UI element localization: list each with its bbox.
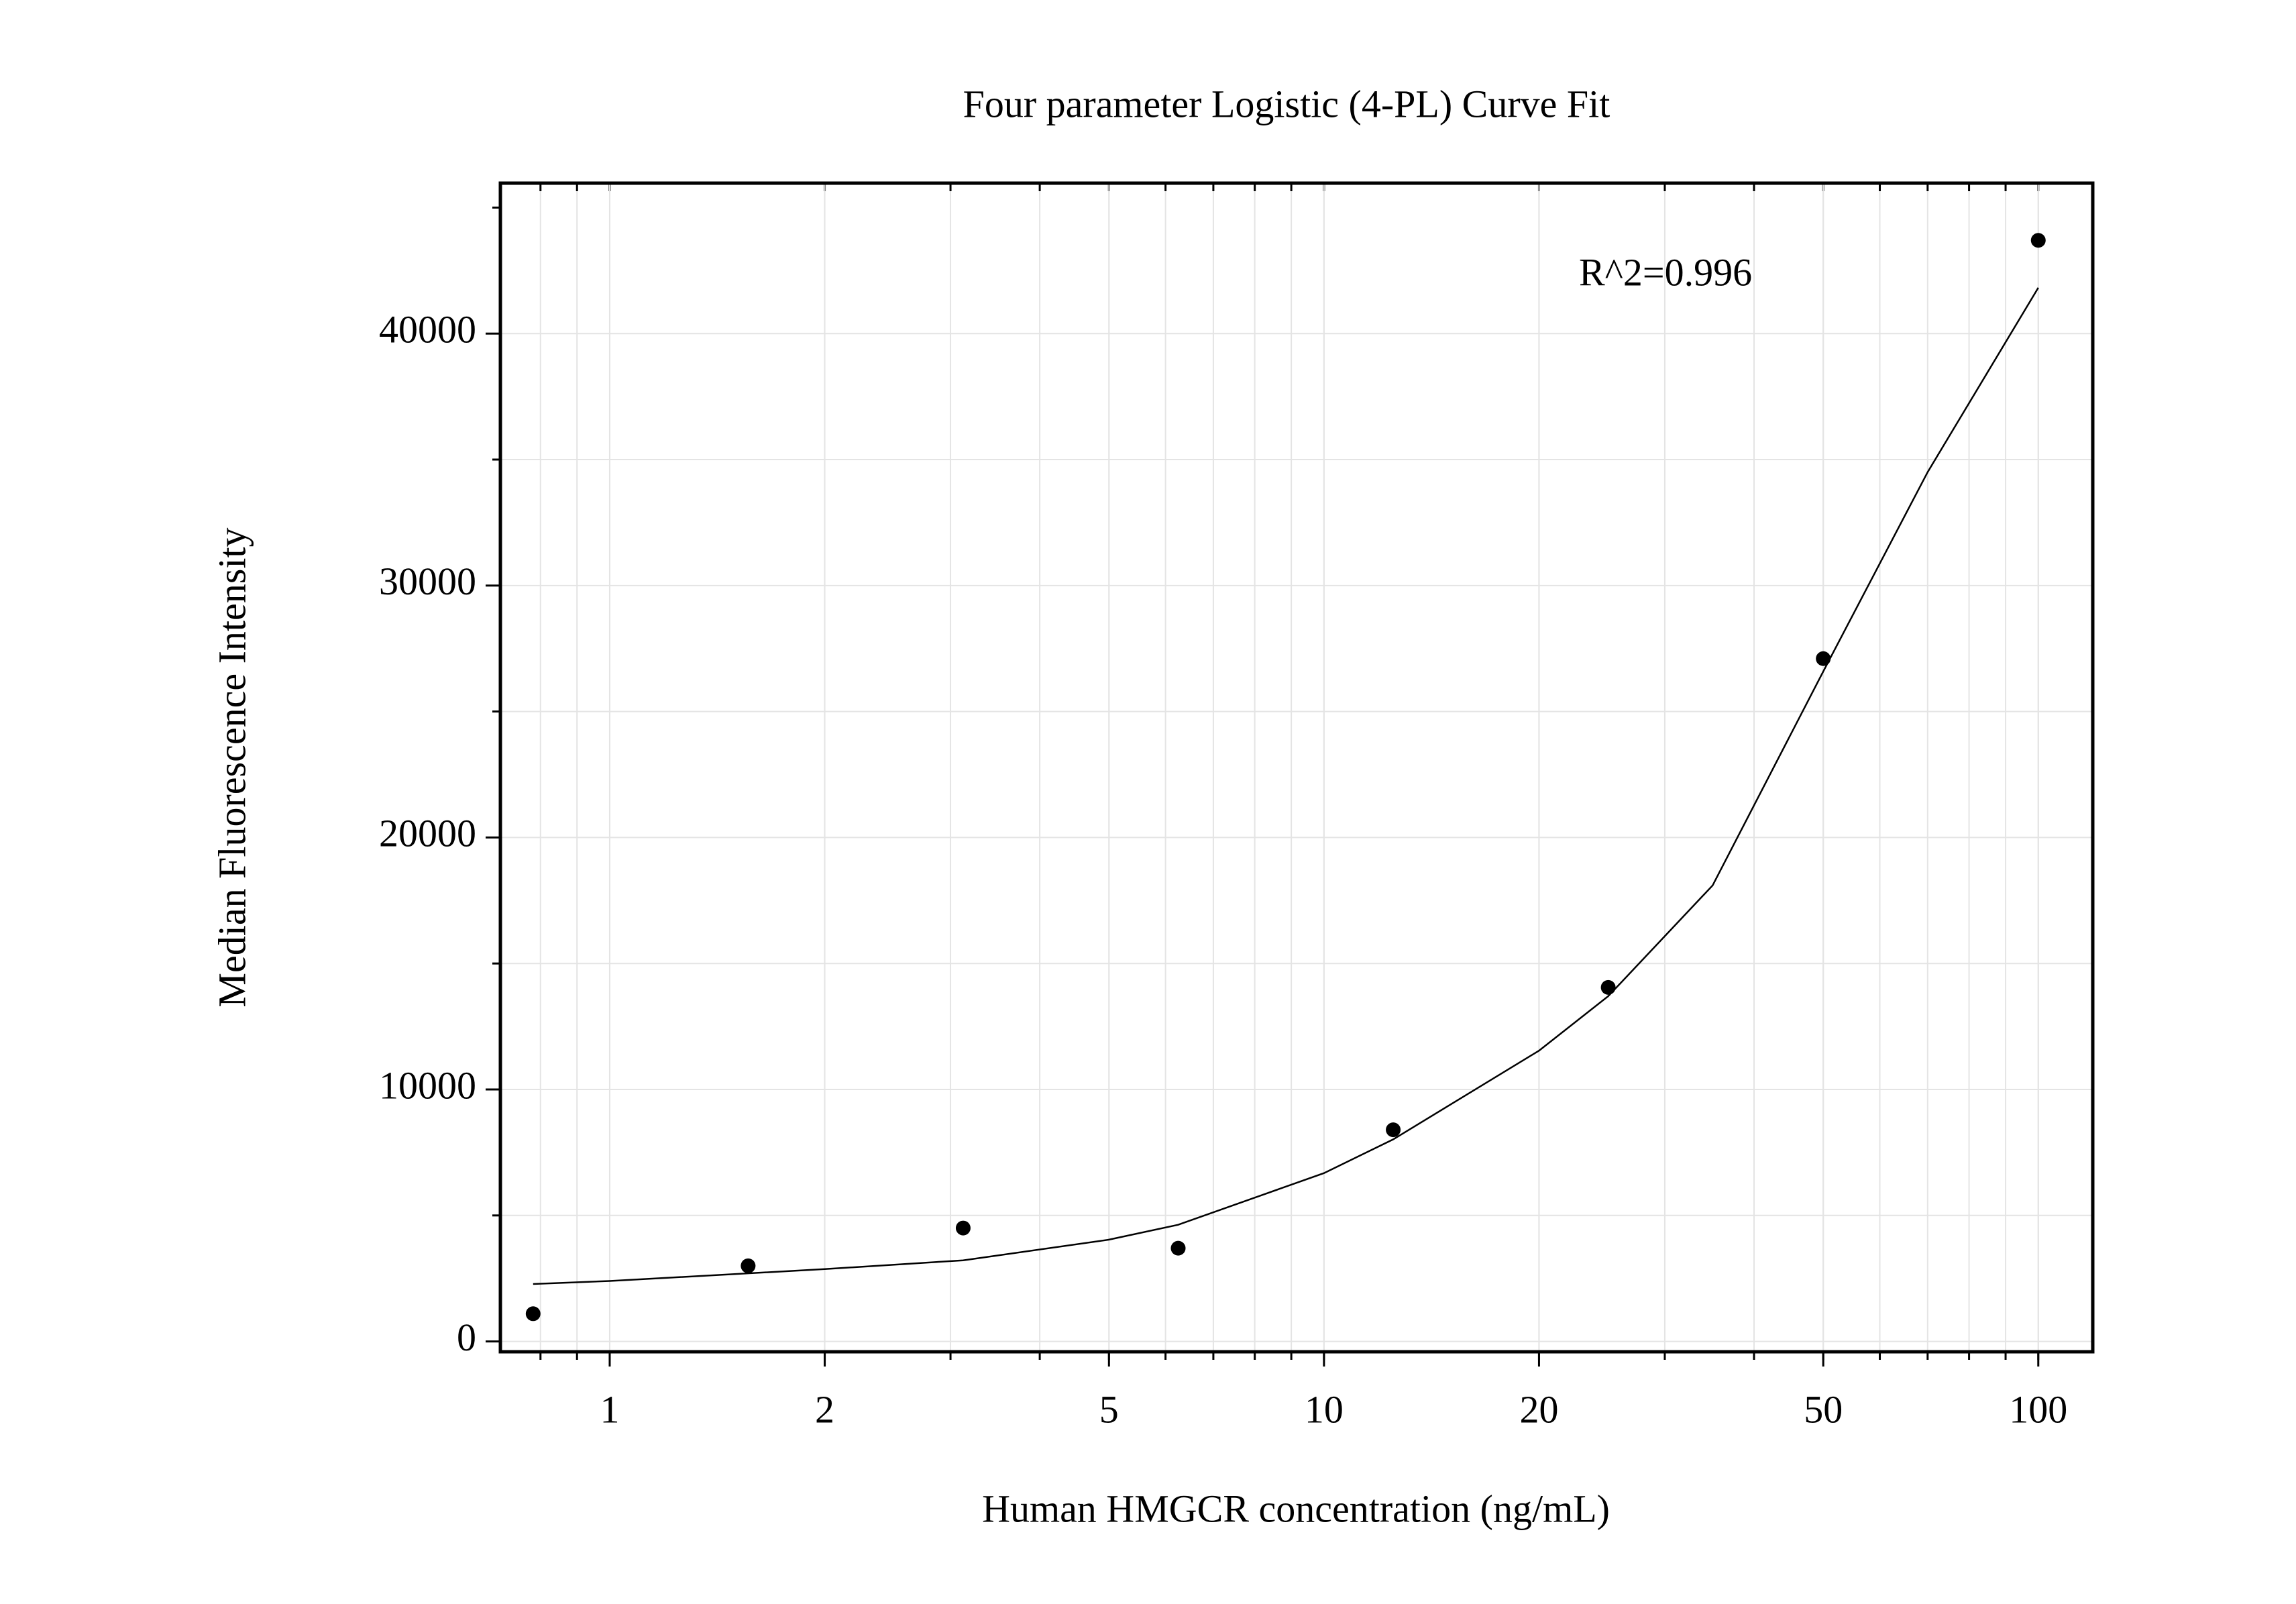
y-tick-label: 20000: [379, 812, 476, 855]
y-tick-label: 10000: [379, 1063, 476, 1107]
data-point: [1816, 651, 1831, 666]
x-tick-label: 50: [1804, 1387, 1843, 1431]
chart-title: Four parameter Logistic (4-PL) Curve Fit: [963, 82, 1610, 125]
data-point: [2030, 233, 2046, 248]
x-tick-label: 10: [1305, 1387, 1344, 1431]
y-axis-label: Median Fluorescence Intensity: [210, 527, 254, 1007]
y-tick-label: 30000: [379, 559, 476, 603]
data-point: [1600, 979, 1616, 995]
y-tick-label: 40000: [379, 308, 476, 352]
x-tick-label: 2: [815, 1387, 834, 1431]
x-axis-label: Human HMGCR concentration (ng/mL): [982, 1487, 1610, 1530]
x-tick-label: 1: [600, 1387, 619, 1431]
annotation: R^2=0.996: [1579, 250, 1752, 294]
x-tick-label: 100: [2009, 1387, 2067, 1431]
data-point: [1170, 1240, 1186, 1256]
x-tick-label: 5: [1099, 1387, 1119, 1431]
data-point: [741, 1258, 756, 1273]
data-point: [1386, 1122, 1401, 1138]
fit-curve: [533, 287, 2039, 1285]
plot-frame: [498, 181, 2095, 1354]
y-tick-label: 0: [457, 1316, 476, 1359]
data-point: [955, 1220, 971, 1236]
data-point: [525, 1306, 541, 1322]
x-tick-label: 20: [1519, 1387, 1558, 1431]
